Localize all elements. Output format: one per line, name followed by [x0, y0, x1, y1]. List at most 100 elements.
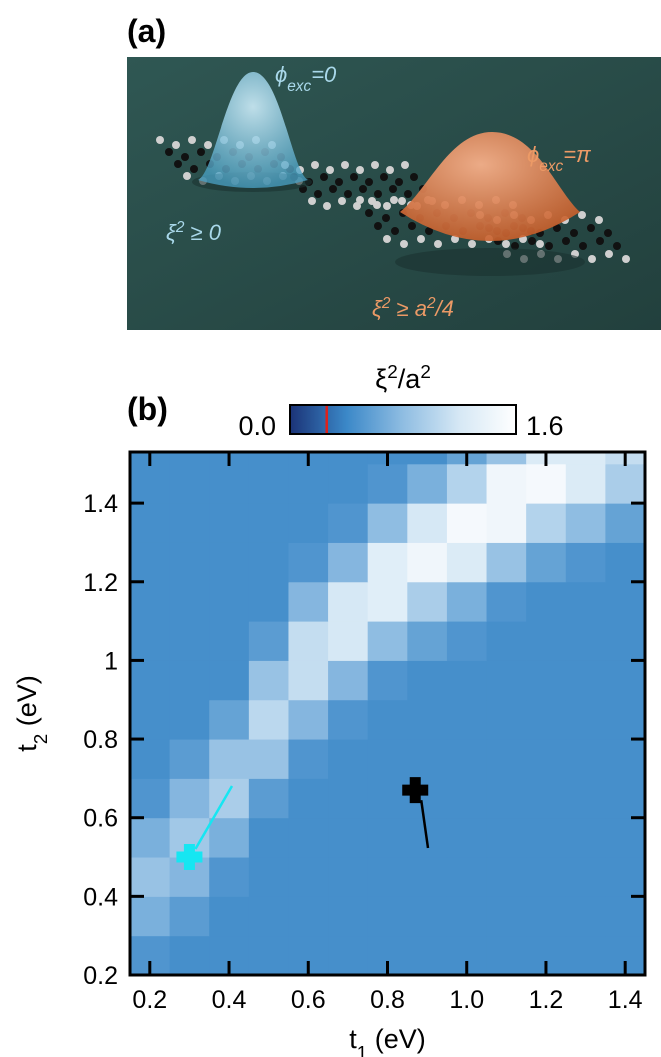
heatmap-cell: [487, 896, 527, 936]
atom: [341, 161, 349, 169]
heatmap-cell: [249, 660, 289, 700]
heatmap-cell: [605, 778, 645, 818]
text-part: =0: [311, 62, 337, 87]
heatmap-cell: [447, 818, 487, 858]
heatmap-cell: [605, 700, 645, 740]
heatmap-cell: [605, 464, 645, 504]
heatmap-cell: [288, 542, 328, 582]
atom: [562, 237, 570, 245]
heatmap-cell: [288, 700, 328, 740]
heatmap-cell: [170, 424, 210, 464]
heatmap-cell: [328, 660, 368, 700]
heatmap-cell: [170, 542, 210, 582]
heatmap-cell: [209, 700, 249, 740]
atom: [434, 240, 442, 248]
heatmap-cell: [249, 503, 289, 543]
y-axis-label: t2 (eV): [12, 675, 52, 752]
heatmap-cell: [288, 778, 328, 818]
heatmap-cell: [487, 660, 527, 700]
atom: [468, 240, 476, 248]
atom: [398, 197, 406, 205]
shadow: [395, 248, 585, 276]
atom: [401, 161, 409, 169]
heatmap-cell: [368, 778, 408, 818]
atom: [613, 242, 621, 250]
atom: [622, 255, 630, 263]
heatmap-cell: [130, 542, 170, 582]
heatmap-cell: [526, 503, 566, 543]
atom: [382, 214, 390, 222]
heatmap-cell: [605, 739, 645, 779]
heatmap-cell: [487, 503, 527, 543]
heatmap-cell: [288, 896, 328, 936]
atom: [344, 190, 352, 198]
atom: [404, 190, 412, 198]
heatmap-cell: [566, 739, 606, 779]
heatmap-cell: [249, 936, 289, 976]
heatmap-cell: [328, 542, 368, 582]
heatmap-cell: [130, 464, 170, 504]
heatmap-cell: [328, 464, 368, 504]
heatmap-cell: [487, 936, 527, 976]
heatmap-cell: [526, 660, 566, 700]
heatmap-cell: [605, 503, 645, 543]
heatmap-cell: [209, 503, 249, 543]
atom: [188, 136, 196, 144]
heatmap: [130, 424, 646, 975]
atom: [329, 185, 337, 193]
atom: [383, 235, 391, 243]
heatmap-cell: [249, 542, 289, 582]
heatmap-cell: [328, 818, 368, 858]
heatmap-cell: [170, 464, 210, 504]
atom: [587, 224, 595, 232]
heatmap-cell: [328, 582, 368, 622]
heatmap-cell: [368, 700, 408, 740]
atom: [165, 148, 173, 156]
atom: [190, 165, 198, 173]
atom: [335, 178, 343, 186]
atom: [596, 237, 604, 245]
heatmap-cell: [526, 896, 566, 936]
heatmap-cell: [130, 700, 170, 740]
atom: [359, 185, 367, 193]
heatmap-cell: [447, 660, 487, 700]
atom: [400, 240, 408, 248]
heatmap-cell: [249, 818, 289, 858]
heatmap-cell: [526, 464, 566, 504]
panel-label: (b): [127, 391, 168, 427]
heatmap-cell: [526, 857, 566, 897]
heatmap-cell: [209, 464, 249, 504]
heatmap-cell: [368, 464, 408, 504]
heatmap-cell: [487, 778, 527, 818]
heatmap-cell: [130, 818, 170, 858]
atom: [395, 178, 403, 186]
heatmap-cell: [368, 503, 408, 543]
heatmap-cell: [447, 739, 487, 779]
heatmap-cell: [447, 582, 487, 622]
text-part: ≥ 0: [184, 220, 221, 245]
atom: [174, 160, 182, 168]
heatmap-cell: [487, 857, 527, 897]
heatmap-cell: [130, 660, 170, 700]
heatmap-cell: [249, 857, 289, 897]
atom: [389, 185, 397, 193]
text-part: ϕ: [275, 62, 287, 87]
heatmap-cell: [566, 582, 606, 622]
heatmap-cell: [130, 503, 170, 543]
text-part: exc: [539, 158, 563, 175]
heatmap-cell: [407, 936, 447, 976]
atom: [356, 196, 364, 204]
heatmap-cell: [526, 700, 566, 740]
x-tick-label: 0.6: [291, 986, 326, 1014]
heatmap-cell: [209, 542, 249, 582]
text-part: ϕ: [527, 142, 539, 167]
heatmap-cell: [170, 896, 210, 936]
text-part: ≥ a: [390, 296, 427, 321]
atom: [320, 173, 328, 181]
colorbar-tick-label: 1.6: [526, 411, 564, 441]
heatmap-cell: [368, 857, 408, 897]
atom: [371, 161, 379, 169]
heatmap-cell: [487, 464, 527, 504]
heatmap-cell: [407, 857, 447, 897]
atom: [417, 235, 425, 243]
